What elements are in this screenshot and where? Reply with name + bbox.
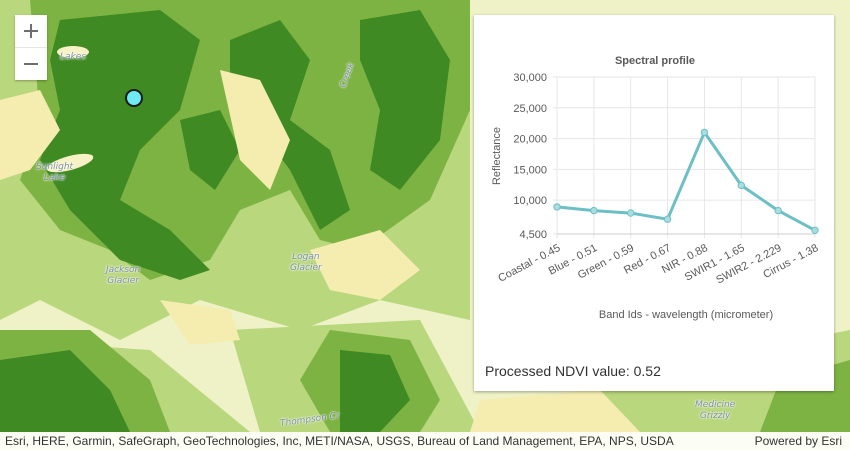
map-label-jackson-glacier: Jackson Glacier <box>106 265 141 286</box>
data-point[interactable] <box>553 203 561 211</box>
ndvi-value: Processed NDVI value: 0.52 <box>485 363 661 379</box>
map-label-sunlight-lake: Sunlight Lake <box>36 162 74 183</box>
attribution-sources: Esri, HERE, Garmin, SafeGraph, GeoTechno… <box>5 434 674 448</box>
data-point[interactable] <box>627 209 635 217</box>
data-point[interactable] <box>700 128 709 137</box>
minus-icon <box>24 63 38 65</box>
series-line <box>556 130 816 232</box>
data-point[interactable] <box>663 215 672 223</box>
y-tick-label: 25,000 <box>513 103 547 115</box>
location-marker[interactable] <box>125 89 143 107</box>
attribution-bar: Esri, HERE, Garmin, SafeGraph, GeoTechno… <box>0 432 850 450</box>
y-tick-label: 30,000 <box>513 72 547 84</box>
spectral-profile-panel: Spectral profile Reflectance Band Ids - … <box>474 15 834 391</box>
zoom-in-button[interactable] <box>15 15 47 47</box>
y-tick-label: 4,500 <box>519 229 547 241</box>
spectral-profile-chart: Spectral profile Reflectance Band Ids - … <box>491 55 820 321</box>
map-label-lake-upper: Lakes <box>60 52 86 62</box>
plus-icon <box>24 24 38 38</box>
y-axis-title: Reflectance <box>491 127 503 185</box>
zoom-control <box>15 15 47 80</box>
zoom-out-button[interactable] <box>15 47 47 80</box>
y-tick-label: 20,000 <box>513 134 547 146</box>
map-label-logan-glacier: Logan Glacier <box>290 252 322 273</box>
map-label-medicine-grizzly: Medicine Grizzly <box>695 400 736 421</box>
powered-by-esri[interactable]: Powered by Esri <box>754 434 842 448</box>
y-tick-label: 15,000 <box>513 164 547 176</box>
chart-title: Spectral profile <box>615 55 695 67</box>
data-point[interactable] <box>811 226 819 235</box>
x-axis-title: Band Ids - wavelength (micrometer) <box>599 309 773 321</box>
data-point[interactable] <box>590 206 598 215</box>
data-point[interactable] <box>737 181 745 190</box>
y-tick-label: 10,000 <box>513 195 547 207</box>
data-point[interactable] <box>774 206 782 215</box>
